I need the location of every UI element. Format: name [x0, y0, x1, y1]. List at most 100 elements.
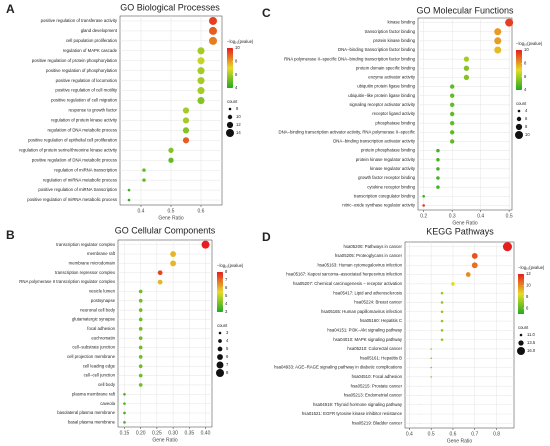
category-label: membrane microdomain: [69, 261, 116, 266]
category-label: cytokine receptor binding: [367, 184, 415, 189]
category-label: RNA polymerase II−specific DNA−binding t…: [284, 56, 415, 61]
category-label: transcription coregulator binding: [354, 193, 416, 198]
dot: [170, 260, 177, 267]
color-tick-label: 8: [235, 58, 238, 63]
dot: [440, 310, 444, 314]
dot: [465, 272, 471, 277]
x-tick-label: 0.6: [449, 431, 456, 437]
category-label: regulation of miRNA transcription: [54, 167, 117, 172]
panel: D KEGG Pathways 0.4 0.5 0.6 0.7 0.8 Gene Ratio h…: [262, 226, 545, 444]
category-label: receptor ligand activity: [372, 111, 416, 116]
dot: [197, 87, 205, 95]
category-label: positive regulation of locomotion: [56, 78, 118, 83]
color-bar: [217, 272, 223, 312]
dot: [449, 102, 455, 108]
dot: [197, 47, 205, 55]
dot: [436, 185, 440, 189]
category-label: euchromatin: [91, 335, 115, 340]
category-label: transcription factor binding: [365, 29, 416, 34]
x-tick-label: 0.35: [184, 430, 194, 436]
dot: [430, 376, 432, 378]
category-label: nitric−oxide synthase regulator activity: [342, 203, 416, 208]
dot: [138, 355, 143, 359]
category-label: hsa04151: PI3K−Akt signaling pathway: [327, 327, 403, 332]
x-tick-label: 0.25: [152, 430, 162, 436]
dot: [138, 336, 143, 341]
category-label: protein kinase binding: [373, 38, 415, 43]
category-label: hsa05160: Hepatitis C: [360, 318, 402, 323]
dot: [168, 157, 174, 163]
category-label: positive regulation of phosphorylation: [46, 68, 118, 73]
x-axis-label: Gene Ratio: [452, 220, 478, 226]
category-label: focal adhesion: [87, 326, 115, 331]
dot: [157, 279, 163, 285]
color-tick-label: 4: [235, 85, 238, 90]
dot: [170, 251, 177, 257]
category-label: positive regulation of cell motility: [55, 88, 117, 93]
color-legend-title: −log₁₀(pvalue): [217, 263, 244, 268]
size-key-label: 4: [525, 108, 528, 113]
dot: [422, 194, 425, 198]
dot: [440, 291, 444, 295]
category-label: hsa05224: Breast cancer: [354, 300, 402, 305]
dot: [182, 127, 190, 134]
dot: [182, 107, 190, 114]
size-key: [217, 346, 223, 352]
dot: [138, 373, 143, 378]
category-label: hsa05200: Pathways in cancer: [343, 244, 402, 249]
panel-letter: A: [6, 2, 15, 16]
dot: [138, 364, 143, 369]
category-label: caveola: [100, 401, 115, 406]
size-key-label: 6: [525, 116, 528, 121]
dot: [182, 117, 190, 124]
dot: [471, 253, 478, 259]
size-key: [516, 116, 522, 122]
dot: [127, 198, 131, 202]
size-key-label: 8: [236, 106, 239, 111]
panel-letter: B: [6, 228, 15, 242]
dot: [138, 298, 143, 303]
panel-title: GO Biological Processes: [120, 2, 220, 12]
size-key-label: 7: [226, 362, 229, 367]
dot: [436, 148, 440, 153]
dot: [440, 301, 444, 304]
x-axis-label: Gene Ratio: [447, 438, 473, 444]
dot: [451, 282, 455, 286]
dot: [463, 74, 470, 81]
category-label: regulation of DNA metabolic process: [47, 128, 117, 133]
x-axis-label: Gene Ratio: [152, 437, 178, 443]
category-label: regulation of MAPK cascade: [63, 48, 118, 53]
x-tick-label: 0.6: [198, 208, 205, 214]
color-tick-label: 8: [526, 294, 529, 299]
dot: [440, 329, 444, 332]
dot: [182, 137, 190, 144]
dot: [209, 26, 217, 35]
dot: [430, 366, 432, 369]
x-tick-label: 0.3: [449, 213, 456, 219]
category-label: positive regulation of miRNA metabolic p…: [27, 197, 117, 202]
panel-letter: D: [262, 230, 271, 244]
category-label: positive regulation of protein phosphory…: [32, 58, 118, 63]
color-tick-label: 10: [235, 45, 240, 50]
panel: A GO Biological Processes 0.4 0.5 0.6 Gene Ra…: [6, 2, 254, 221]
dot: [138, 317, 143, 322]
size-key-label: 3: [226, 330, 229, 335]
category-label: hsa05215: Prostate cancer: [351, 383, 403, 388]
category-label: vesicle lumen: [89, 289, 116, 294]
color-tick-label: 6: [225, 285, 228, 290]
category-label: neuronal cell body: [80, 307, 116, 312]
size-legend-title: count: [217, 323, 228, 328]
category-label: cell−cell junction: [84, 373, 116, 378]
category-label: hsa04919: Thyroid hormone signaling path…: [313, 402, 403, 407]
category-label: hsa05213: Endometrial cancer: [344, 393, 403, 398]
category-label: DNA−binding transcription activator acti…: [333, 139, 416, 144]
size-key: [218, 331, 222, 335]
size-key-label: 10: [236, 114, 241, 119]
size-legend-title: count: [516, 101, 527, 106]
category-label: hsa05417: Lipid and atherosclerosis: [333, 290, 402, 295]
category-label: glutamatergic synapse: [72, 317, 116, 322]
dot: [168, 147, 174, 153]
category-label: cell leading edge: [83, 363, 116, 368]
panel-letter: C: [262, 6, 271, 20]
